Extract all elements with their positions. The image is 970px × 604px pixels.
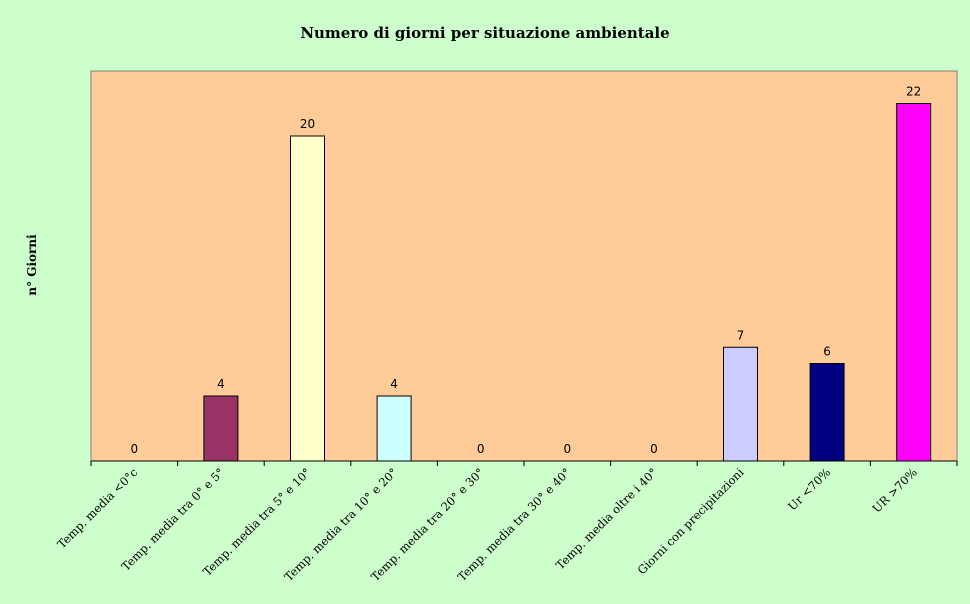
data-label-2: 4 (217, 377, 225, 391)
x-tick-label-10: UR >70% (869, 465, 919, 515)
data-label-5: 0 (477, 442, 485, 456)
bar-4 (376, 395, 412, 462)
data-label-1: 0 (130, 442, 138, 456)
x-tick-label-7: Temp. media oltre i 40° (553, 465, 660, 572)
data-label-8: 7 (737, 328, 745, 342)
data-label-7: 0 (650, 442, 658, 456)
bar-8 (723, 346, 758, 462)
data-label-9: 6 (823, 345, 831, 359)
bar-series (203, 103, 932, 462)
data-label-4: 4 (390, 377, 398, 391)
x-tick-label-9: Ur <70% (785, 465, 833, 513)
bar-3 (290, 135, 325, 462)
x-tick-label-1: Temp. media <0°c (54, 465, 140, 551)
data-label-3: 20 (300, 117, 315, 131)
bar-9 (809, 363, 845, 462)
data-label-6: 0 (563, 442, 571, 456)
data-labels: 0 4 20 4 0 0 0 7 6 22 (130, 85, 921, 457)
bar-2 (203, 395, 239, 462)
bar-10 (896, 103, 932, 462)
chart-title: Numero di giorni per situazione ambienta… (300, 24, 669, 42)
x-axis-ticks (90, 461, 958, 466)
data-label-10: 22 (906, 85, 921, 99)
y-axis-label: n° Giorni (25, 234, 39, 296)
